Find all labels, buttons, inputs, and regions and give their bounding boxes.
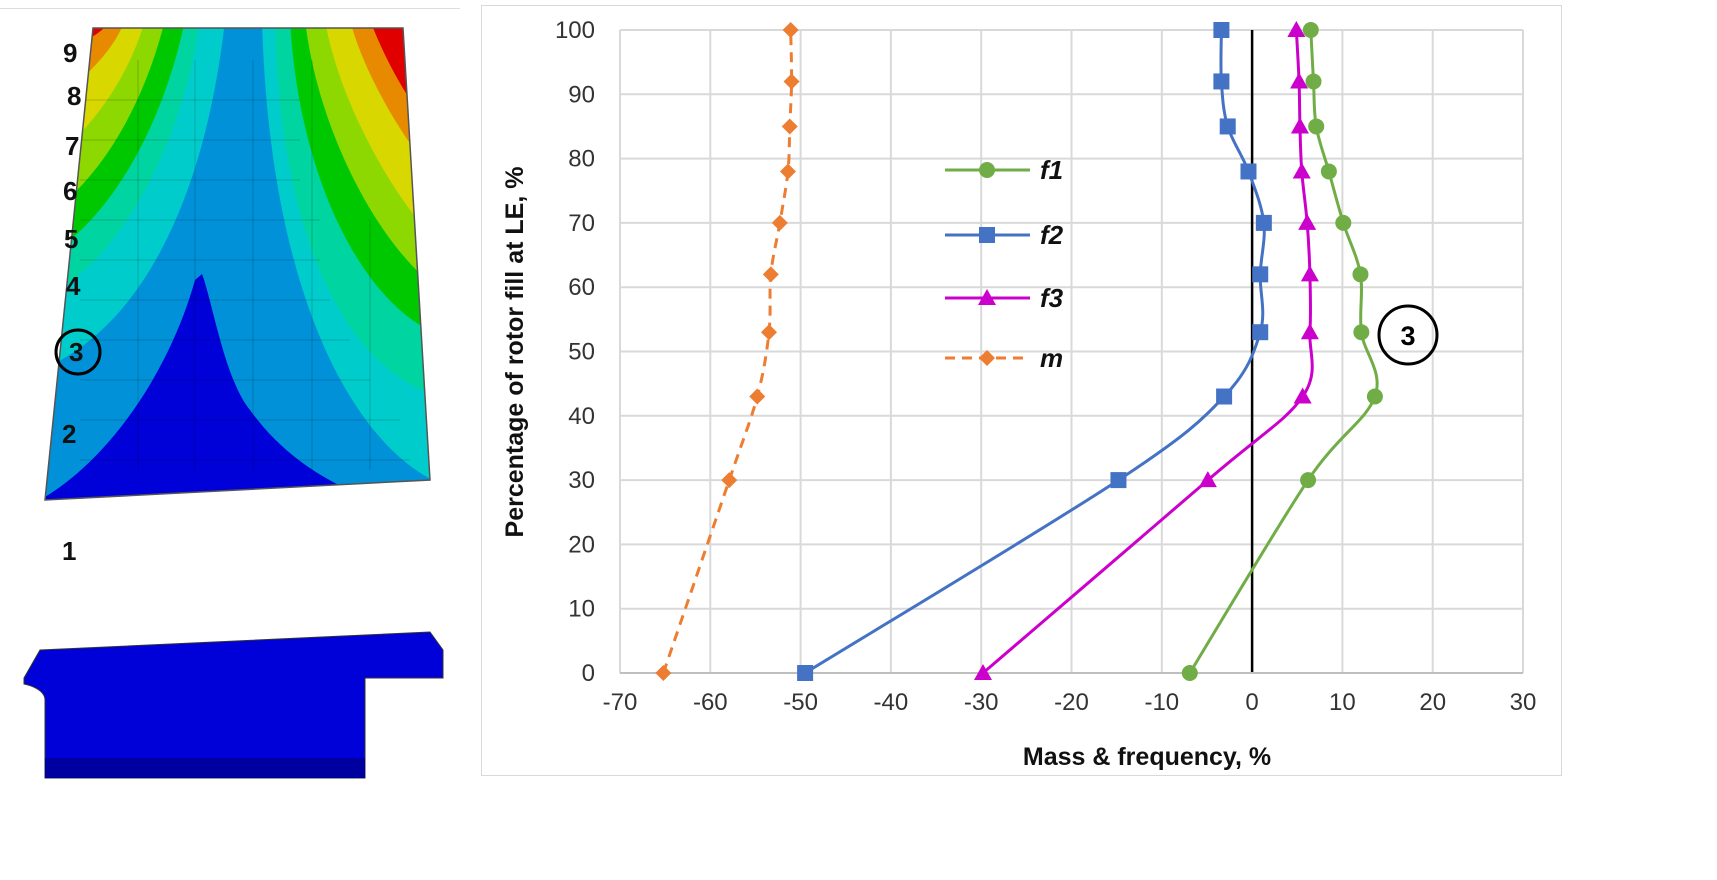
data-point-f2 bbox=[1110, 472, 1127, 489]
data-point-f1 bbox=[1352, 266, 1369, 283]
x-tick-label: -60 bbox=[693, 689, 728, 716]
data-point-f3 bbox=[1198, 471, 1217, 488]
blade-label-9: 9 bbox=[63, 38, 77, 68]
blade-platform-root bbox=[23, 631, 444, 779]
y-axis-label: Percentage of rotor fill at LE, % bbox=[501, 167, 529, 538]
data-point-f2 bbox=[1252, 266, 1269, 283]
legend-label: f2 bbox=[1040, 220, 1064, 250]
y-tick-label: 80 bbox=[568, 146, 595, 173]
blade-label-8: 8 bbox=[67, 81, 81, 111]
legend-item-m: m bbox=[945, 343, 1063, 373]
mesh-grid bbox=[80, 60, 410, 470]
data-point-f3 bbox=[1292, 162, 1311, 179]
data-point-f3 bbox=[1290, 72, 1309, 89]
data-point-f1 bbox=[1300, 472, 1317, 489]
y-tick-label: 90 bbox=[568, 81, 595, 108]
legend-label: m bbox=[1040, 343, 1063, 373]
data-point-m bbox=[781, 118, 798, 135]
x-axis-label: Mass & frequency, % bbox=[1023, 743, 1271, 771]
data-point-f2 bbox=[1213, 22, 1230, 38]
y-tick-label: 10 bbox=[568, 596, 595, 623]
data-point-m bbox=[771, 214, 788, 231]
data-point-f1 bbox=[1320, 163, 1337, 180]
legend-label: f3 bbox=[1040, 283, 1064, 313]
annotation-label: 3 bbox=[1400, 321, 1415, 351]
x-tick-label: 10 bbox=[1329, 689, 1356, 716]
legend-item-f1: f1 bbox=[945, 155, 1063, 185]
series-f1 bbox=[1181, 22, 1383, 681]
data-point-f2 bbox=[1219, 118, 1236, 135]
y-tick-label: 40 bbox=[568, 403, 595, 430]
blade-contour-image: 1 2 3 4 5 6 7 8 9 bbox=[23, 27, 444, 779]
legend-item-f2: f2 bbox=[945, 220, 1064, 250]
data-point-f1 bbox=[1308, 118, 1325, 135]
data-point-m bbox=[783, 73, 800, 90]
data-point-m bbox=[760, 324, 777, 341]
y-tick-label: 100 bbox=[555, 17, 595, 44]
blade-label-1: 1 bbox=[62, 536, 76, 566]
y-tick-label: 20 bbox=[568, 531, 595, 558]
legend-marker bbox=[979, 350, 995, 366]
legend-item-f3: f3 bbox=[945, 283, 1064, 313]
data-point-f3 bbox=[1298, 213, 1317, 230]
x-tick-label: -50 bbox=[783, 689, 818, 716]
data-point-f1 bbox=[1302, 22, 1319, 38]
data-point-f1 bbox=[1353, 324, 1370, 341]
data-point-f3 bbox=[1300, 323, 1319, 340]
data-point-m bbox=[762, 266, 779, 283]
blade-label-4: 4 bbox=[66, 271, 81, 301]
data-point-f3 bbox=[1287, 21, 1306, 37]
y-tick-label: 60 bbox=[568, 274, 595, 301]
x-tick-label: 30 bbox=[1510, 689, 1537, 716]
x-tick-label: -40 bbox=[874, 689, 909, 716]
series-m bbox=[655, 22, 800, 681]
blade-label-7: 7 bbox=[65, 131, 79, 161]
data-point-f1 bbox=[1335, 214, 1352, 231]
data-point-f1 bbox=[1366, 388, 1383, 405]
x-tick-label: -10 bbox=[1144, 689, 1179, 716]
data-point-m bbox=[779, 163, 796, 180]
legend-marker bbox=[979, 162, 995, 178]
y-tick-label: 70 bbox=[568, 210, 595, 237]
data-point-f3 bbox=[1293, 387, 1312, 404]
legend-label: f1 bbox=[1040, 155, 1063, 185]
data-point-f1 bbox=[1305, 73, 1322, 90]
data-point-m bbox=[749, 388, 766, 405]
y-tick-label: 0 bbox=[582, 660, 595, 687]
y-tick-label: 30 bbox=[568, 467, 595, 494]
data-point-f2 bbox=[1240, 163, 1257, 180]
blade-label-3: 3 bbox=[69, 337, 83, 367]
data-point-f2 bbox=[1255, 214, 1272, 231]
blade-airfoil bbox=[45, 28, 430, 500]
chart-frame bbox=[481, 5, 1562, 776]
top-divider bbox=[0, 8, 460, 9]
data-point-m bbox=[655, 665, 672, 681]
annotation-circle bbox=[1377, 304, 1439, 366]
series-f2 bbox=[797, 22, 1272, 681]
blade-label-2: 2 bbox=[62, 419, 76, 449]
x-tick-label: 0 bbox=[1245, 689, 1258, 716]
legend-marker bbox=[978, 289, 996, 305]
series-f3 bbox=[974, 21, 1319, 680]
legend-marker bbox=[979, 227, 995, 243]
data-point-f3 bbox=[974, 664, 993, 680]
x-tick-label: -30 bbox=[964, 689, 999, 716]
y-tick-label: 50 bbox=[568, 339, 595, 366]
x-tick-label: -70 bbox=[603, 689, 638, 716]
x-tick-label: 20 bbox=[1419, 689, 1446, 716]
x-tick-label: -20 bbox=[1054, 689, 1089, 716]
data-point-f2 bbox=[1213, 73, 1230, 90]
data-point-f3 bbox=[1290, 117, 1309, 134]
blade-highlight-circle bbox=[54, 328, 102, 376]
data-point-f2 bbox=[1252, 324, 1269, 341]
data-point-f3 bbox=[1300, 265, 1319, 282]
data-point-m bbox=[782, 22, 799, 38]
blade-label-5: 5 bbox=[64, 224, 78, 254]
data-point-f2 bbox=[797, 665, 814, 681]
data-point-f1 bbox=[1181, 665, 1198, 681]
blade-label-6: 6 bbox=[63, 176, 77, 206]
data-point-m bbox=[721, 472, 738, 489]
data-point-f2 bbox=[1216, 388, 1233, 405]
